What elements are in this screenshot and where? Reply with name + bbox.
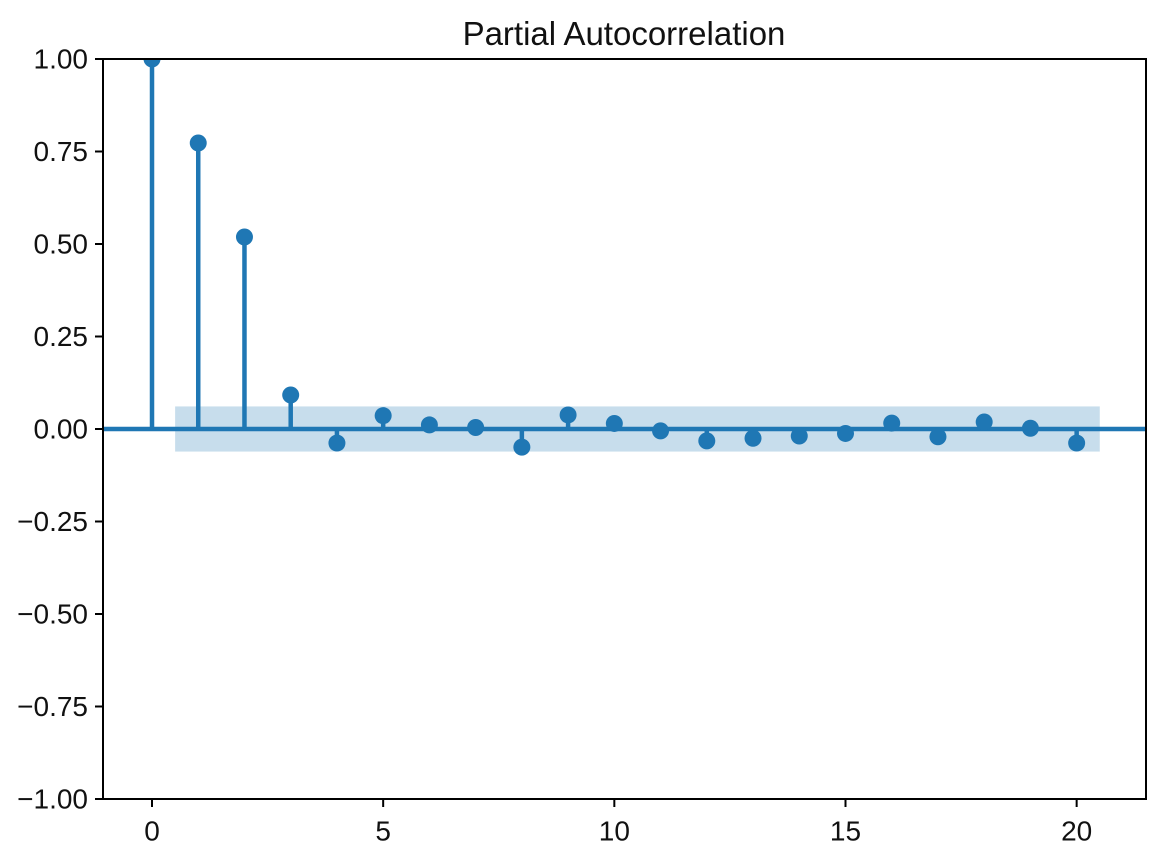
data-point-lag-17 [929, 428, 947, 446]
data-point-lag-2 [235, 228, 253, 246]
data-point-lag-11 [652, 422, 670, 440]
y-tick-label: 0.25 [34, 321, 89, 352]
data-point-lag-19 [1021, 419, 1039, 437]
x-tick-label: 10 [599, 816, 630, 847]
stem-layer [143, 59, 1086, 456]
data-point-lag-6 [420, 416, 438, 434]
y-tick-label: 0.50 [34, 229, 89, 260]
data-point-lag-7 [467, 419, 485, 437]
data-point-lag-3 [282, 386, 300, 404]
data-point-lag-10 [605, 414, 623, 432]
y-tick-label: 0.75 [34, 136, 89, 167]
data-point-lag-16 [883, 414, 901, 432]
data-point-lag-15 [836, 424, 854, 442]
data-point-lag-8 [513, 438, 531, 456]
y-tick-label: −0.50 [17, 599, 88, 630]
data-point-lag-4 [328, 434, 346, 452]
data-point-lag-9 [559, 406, 577, 424]
data-point-lag-13 [744, 429, 762, 447]
chart-title: Partial Autocorrelation [463, 15, 786, 52]
data-point-lag-14 [790, 427, 808, 445]
axes-layer: 1.00 0.75 0.50 0.25 0.00 −0.25 −0.50 −0.75 −1.00… [17, 44, 1147, 847]
data-point-lag-1 [189, 134, 207, 152]
data-point-lag-12 [698, 432, 716, 450]
x-tick-label: 5 [375, 816, 391, 847]
data-point-lag-20 [1068, 434, 1086, 452]
y-tick-label: −1.00 [17, 784, 88, 815]
x-tick-label: 20 [1061, 816, 1092, 847]
data-point-lag-5 [374, 407, 392, 425]
y-tick-label: −0.75 [17, 691, 88, 722]
data-point-lag-18 [975, 413, 993, 431]
x-tick-label: 15 [830, 816, 861, 847]
y-tick-label: −0.25 [17, 506, 88, 537]
data-point-lag-0 [143, 59, 161, 68]
y-tick-label: 1.00 [34, 44, 89, 75]
y-tick-label: 0.00 [34, 414, 89, 445]
x-tick-label: 0 [144, 816, 160, 847]
